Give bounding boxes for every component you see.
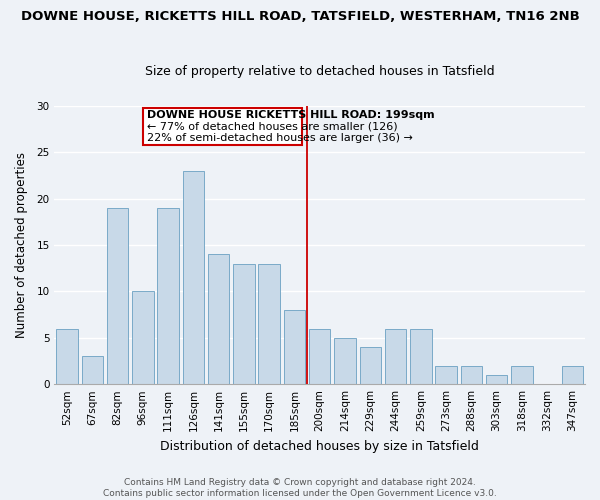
Bar [182, 171, 204, 384]
Bar [107, 208, 128, 384]
Text: Contains HM Land Registry data © Crown copyright and database right 2024.
Contai: Contains HM Land Registry data © Crown c… [103, 478, 497, 498]
Bar [132, 292, 154, 384]
Y-axis label: Number of detached properties: Number of detached properties [15, 152, 28, 338]
Bar [511, 366, 533, 384]
Bar [385, 328, 406, 384]
Bar [562, 366, 583, 384]
Bar [410, 328, 431, 384]
Bar [208, 254, 229, 384]
Bar [334, 338, 356, 384]
Text: DOWNE HOUSE, RICKETTS HILL ROAD, TATSFIELD, WESTERHAM, TN16 2NB: DOWNE HOUSE, RICKETTS HILL ROAD, TATSFIE… [20, 10, 580, 23]
Text: ← 77% of detached houses are smaller (126): ← 77% of detached houses are smaller (12… [146, 122, 397, 132]
Bar [56, 328, 78, 384]
Bar [486, 375, 508, 384]
Bar [359, 347, 381, 384]
X-axis label: Distribution of detached houses by size in Tatsfield: Distribution of detached houses by size … [160, 440, 479, 452]
Title: Size of property relative to detached houses in Tatsfield: Size of property relative to detached ho… [145, 66, 494, 78]
Bar [461, 366, 482, 384]
Text: 22% of semi-detached houses are larger (36) →: 22% of semi-detached houses are larger (… [146, 134, 413, 143]
FancyBboxPatch shape [143, 108, 302, 145]
Bar [233, 264, 254, 384]
Text: DOWNE HOUSE RICKETTS HILL ROAD: 199sqm: DOWNE HOUSE RICKETTS HILL ROAD: 199sqm [146, 110, 434, 120]
Bar [436, 366, 457, 384]
Bar [82, 356, 103, 384]
Bar [259, 264, 280, 384]
Bar [284, 310, 305, 384]
Bar [309, 328, 331, 384]
Bar [157, 208, 179, 384]
